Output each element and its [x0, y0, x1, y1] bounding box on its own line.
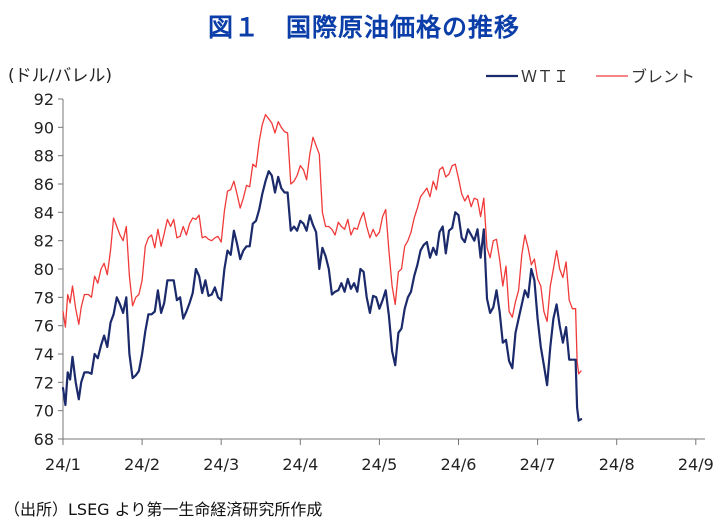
y-tick-label: 82	[34, 232, 54, 251]
y-tick-label: 88	[34, 147, 54, 166]
y-tick-label: 86	[34, 175, 54, 194]
chart-title: 図１ 国際原油価格の推移	[207, 13, 520, 42]
y-tick-label: 68	[34, 430, 54, 449]
legend-brent-label: ブレント	[631, 67, 695, 86]
x-tick-label: 24/6	[441, 455, 477, 474]
y-tick-label: 84	[34, 203, 54, 222]
brent-series-line	[62, 113, 582, 375]
x-tick-label: 24/8	[599, 455, 635, 474]
source-note: （出所）LSEG より第一生命経済研究所作成	[4, 500, 323, 519]
y-tick-label: 70	[34, 402, 54, 421]
x-tick-label: 24/5	[361, 455, 397, 474]
y-tick-label: 74	[34, 345, 54, 364]
x-tick-label: 24/4	[282, 455, 318, 474]
y-tick-label: 78	[34, 288, 54, 307]
x-tick-label: 24/2	[124, 455, 160, 474]
y-tick-label: 72	[34, 373, 54, 392]
y-tick-label: 76	[34, 317, 54, 336]
x-tick-label: 24/1	[45, 455, 81, 474]
y-tick-label: 92	[34, 90, 54, 109]
y-tick-label: 80	[34, 260, 54, 279]
y-axis-unit-label: (ドル/バレル)	[8, 66, 112, 86]
wti-series-line	[61, 170, 583, 422]
x-tick-label: 24/7	[520, 455, 556, 474]
legend-wti-label: ＷＴＩ	[521, 67, 569, 86]
y-tick-label: 90	[34, 118, 54, 137]
x-tick-label: 24/3	[203, 455, 239, 474]
x-tick-label: 24/9	[678, 455, 714, 474]
